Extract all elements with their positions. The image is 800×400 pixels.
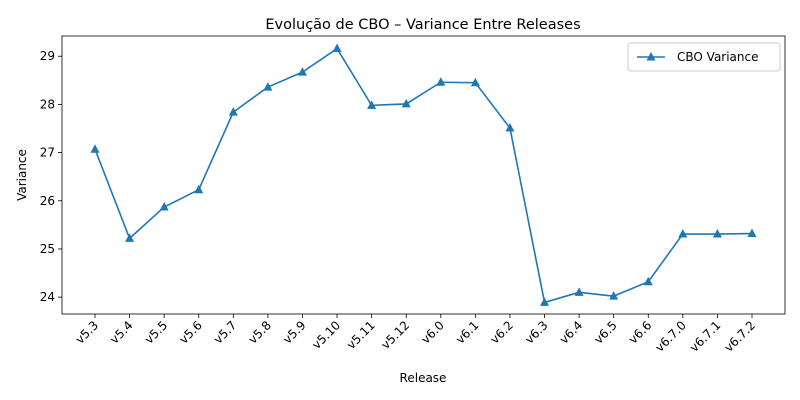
- y-tick-label: 29: [40, 49, 55, 63]
- data-point-marker: [228, 107, 238, 116]
- x-tick-label: v5.10: [309, 318, 343, 352]
- data-point-marker: [401, 98, 411, 108]
- data-point-marker: [678, 229, 688, 238]
- data-point-marker: [263, 82, 273, 91]
- data-point-marker: [712, 229, 722, 238]
- x-tick-label: v6.0: [418, 318, 446, 346]
- data-point-marker: [159, 202, 169, 211]
- plot-frame: [61, 35, 786, 315]
- y-tick-label: 24: [40, 290, 55, 304]
- x-tick-label: v6.1: [453, 318, 481, 346]
- y-tick-label: 27: [40, 146, 55, 160]
- x-tick-label: v6.7.0: [652, 318, 689, 355]
- x-tick-label: v5.12: [379, 318, 413, 352]
- data-point-marker: [297, 67, 307, 76]
- legend-entry-label: CBO Variance: [677, 50, 759, 64]
- data-point-marker: [194, 184, 204, 194]
- chart-title: Evolução de CBO – Variance Entre Release…: [265, 17, 580, 33]
- data-point-marker: [436, 77, 446, 86]
- x-tick-label: v6.7.1: [687, 318, 724, 355]
- x-tick-label: v5.4: [107, 318, 135, 346]
- x-tick-label: v6.6: [626, 318, 654, 346]
- x-tick-label: v6.4: [557, 318, 585, 346]
- x-tick-label: v6.3: [522, 318, 550, 346]
- x-tick-label: v5.8: [246, 318, 274, 346]
- x-tick-label: v6.5: [591, 318, 619, 346]
- data-point-marker: [643, 276, 653, 286]
- series-line: [94, 47, 753, 304]
- data-point-marker: [332, 43, 342, 53]
- data-point-marker: [540, 297, 550, 306]
- data-point-marker: [470, 77, 480, 87]
- y-tick-label: 28: [40, 97, 55, 111]
- y-axis-label: Variance: [15, 149, 29, 201]
- y-tick-label: 25: [40, 242, 55, 256]
- legend-marker-triangle-icon: [646, 52, 656, 61]
- y-tick-label: 26: [40, 194, 55, 208]
- data-point-marker: [505, 123, 515, 132]
- x-tick-label: v5.6: [176, 318, 204, 346]
- x-tick-label: v6.2: [488, 318, 516, 346]
- x-tick-label: v5.11: [344, 318, 378, 352]
- data-point-marker: [609, 291, 619, 300]
- data-point-marker: [747, 228, 757, 238]
- x-tick-label: v5.3: [73, 318, 101, 346]
- x-tick-label: v5.7: [211, 318, 239, 346]
- data-point-marker: [90, 144, 100, 153]
- plot-area: 24 25 26 27 28 29 v5.3 v5.4 v5.5 v5.6 v5.7 v5.8 v5.9…: [40, 35, 786, 355]
- x-axis-label: Release: [400, 371, 447, 385]
- data-point-marker: [125, 233, 135, 242]
- x-tick-label: v5.9: [280, 318, 308, 346]
- x-tick-label: v5.5: [142, 318, 170, 346]
- data-point-marker: [574, 287, 584, 296]
- legend-frame: [627, 42, 781, 72]
- x-tick-label: v6.7.2: [722, 318, 759, 355]
- legend: CBO Variance: [627, 42, 781, 72]
- data-point-marker: [367, 100, 377, 109]
